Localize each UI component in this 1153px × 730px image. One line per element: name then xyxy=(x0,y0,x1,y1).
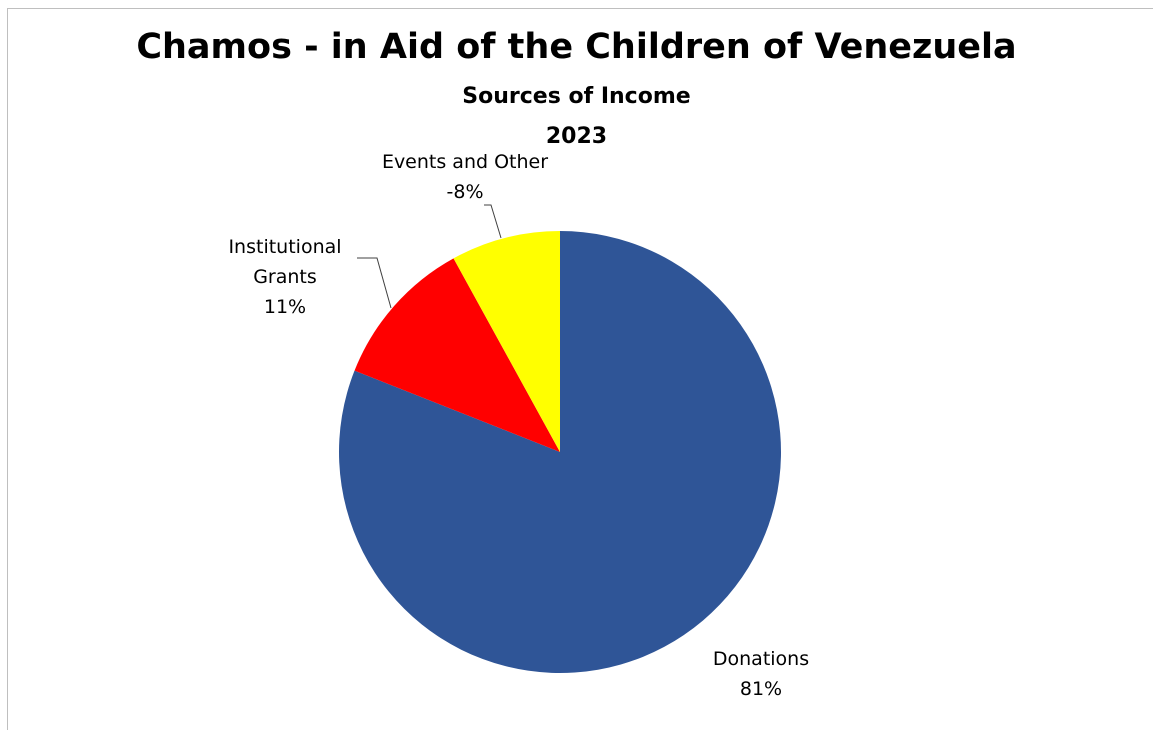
slice-label-events-name: Events and Other xyxy=(381,151,549,173)
slice-label-grants-value: 11% xyxy=(263,296,307,318)
slice-label-grants-name-2: Grants xyxy=(253,266,317,288)
slice-label-grants: Institutional Grants 11% xyxy=(200,232,370,322)
pie-slice-events-and-other xyxy=(453,231,560,452)
chart-year: 2023 xyxy=(545,124,608,149)
slice-label-grants-name-1: Institutional xyxy=(228,236,342,258)
pie-slice-institutional-grants xyxy=(354,258,560,452)
leader-line-grants xyxy=(357,257,392,309)
chart-subtitle: Sources of Income xyxy=(462,84,691,109)
chart-area xyxy=(7,8,1153,730)
chart-title: Chamos - in Aid of the Children of Venez… xyxy=(136,27,1017,67)
leader-line-events xyxy=(484,204,502,239)
slice-label-donations-value: 81% xyxy=(739,678,783,700)
slice-label-events: Events and Other -8% xyxy=(350,147,580,207)
slice-label-events-value: -8% xyxy=(446,181,484,203)
slice-label-donations-name: Donations xyxy=(712,648,810,670)
slice-label-donations: Donations 81% xyxy=(676,644,846,704)
